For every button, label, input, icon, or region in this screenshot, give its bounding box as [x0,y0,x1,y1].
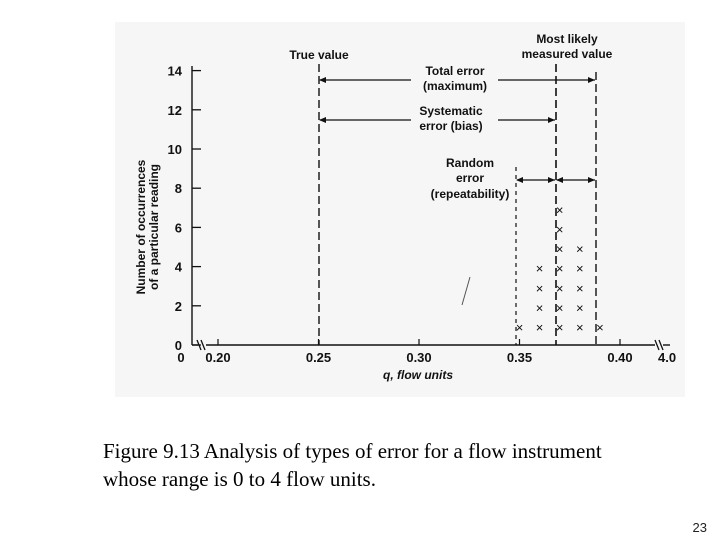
reading-marker: × [556,242,564,257]
x-tick-label: 0.25 [306,350,331,365]
systematic-error-label-line1: Systematic [419,104,483,118]
y-tick-label: 6 [175,220,182,235]
caption-line2: whose range is 0 to 4 flow units. [103,467,376,491]
reading-marker: × [536,320,544,335]
reading-marker: × [556,320,564,335]
axis-break-right [654,339,664,351]
y-tick-label: 8 [175,181,182,196]
reading-marker: × [576,242,584,257]
reading-marker: × [556,261,564,276]
caption-line1: Figure 9.13 Analysis of types of error f… [103,439,602,463]
figure-caption: Figure 9.13 Analysis of types of error f… [103,437,703,493]
x-tick-label: 0 [177,350,184,365]
x-tick-label: 4.0 [658,350,676,365]
reading-marker: × [576,261,584,276]
most-likely-label-line2: measured value [522,47,613,61]
x-tick-label: 0.30 [406,350,431,365]
y-axis-ticks: 0 2 4 6 8 10 12 14 [168,64,201,353]
x-tick-label: 0.20 [205,350,230,365]
error-analysis-figure: Number of occurrences of a particular re… [115,22,685,397]
y-axis-label-line2: of a particular reading [147,164,161,290]
total-error-label-line1: Total error [425,64,484,78]
stray-mark [461,276,471,306]
y-tick-label: 10 [168,142,182,157]
random-error-label-line1: Random [446,156,494,170]
y-tick-label: 4 [175,260,183,275]
reading-marker: × [536,300,544,315]
most-likely-label-line1: Most likely [536,32,598,46]
random-error-label-line3: (repeatability) [431,187,510,201]
reading-marker: × [556,222,564,237]
systematic-error-label-line2: error (bias) [419,119,482,133]
y-axis-label-line1: Number of occurrences [134,159,148,294]
x-axis-ticks: 0 0.20 0.25 0.30 0.35 0.40 4.0 [177,339,676,365]
reading-marker: × [576,281,584,296]
reading-marker: × [556,300,564,315]
reading-marker: × [556,281,564,296]
reading-marker: × [536,281,544,296]
y-tick-label: 0 [175,338,182,353]
total-error-label-line2: (maximum) [423,79,487,93]
reading-marker: × [516,320,524,335]
y-tick-label: 2 [175,299,182,314]
x-tick-label: 0.35 [507,350,532,365]
reading-marker: × [596,320,604,335]
x-axis-label: q, flow units [383,368,453,382]
reading-marker: × [576,320,584,335]
slide-number: 23 [692,520,707,535]
reading-marker: × [576,300,584,315]
reading-marker: × [536,261,544,276]
x-tick-label: 0.40 [607,350,632,365]
true-value-label: True value [289,48,349,62]
readings-plot: × × × × × × × × × × × × × × × × × × [516,202,604,335]
y-tick-label: 12 [168,103,182,118]
y-tick-label: 14 [168,64,183,79]
reading-marker: × [556,202,564,217]
random-error-label-line2: error [456,171,484,185]
error-analysis-diagram: Number of occurrences of a particular re… [134,32,676,382]
